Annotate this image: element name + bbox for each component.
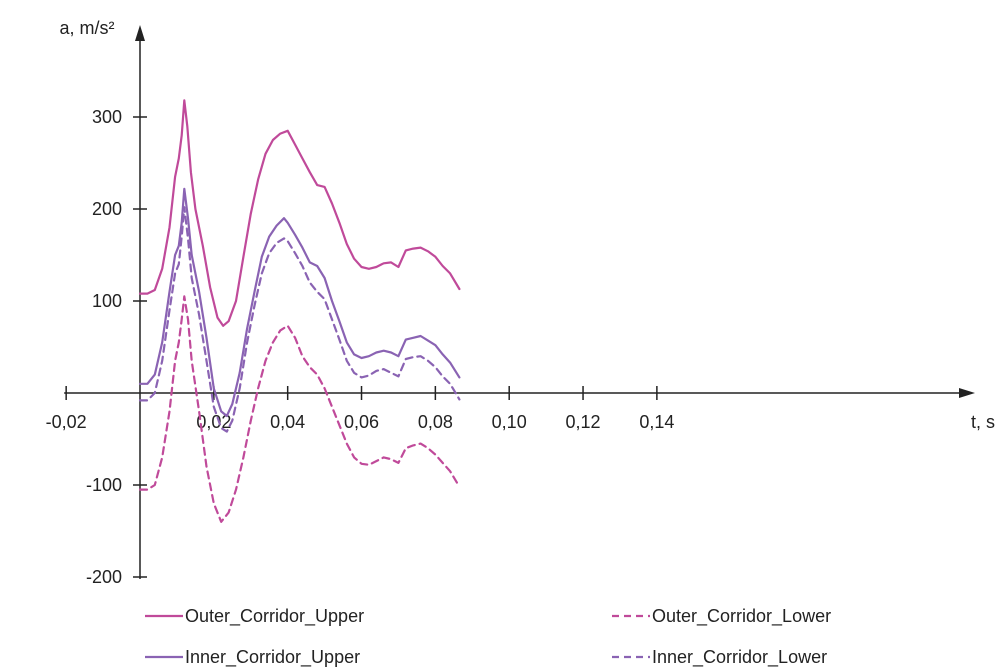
legend-label: Inner_Corridor_Upper <box>185 647 360 668</box>
series-line-inner-corridor-lower <box>138 206 461 433</box>
y-tick-label: 200 <box>92 199 122 219</box>
legend-item-outer-corridor-upper: Outer_Corridor_Upper <box>145 606 364 627</box>
legend-label: Inner_Corridor_Lower <box>652 647 827 668</box>
series-line-outer-corridor-upper <box>138 99 461 327</box>
legend-item-outer-corridor-lower: Outer_Corridor_Lower <box>612 606 831 627</box>
y-axis-arrow-icon <box>135 25 145 41</box>
x-tick-label: 0,02 <box>196 412 231 432</box>
axes: -0,02 0,02 0,04 0,06 0,08 0,10 0,12 0,14 -200 -1… <box>46 18 995 587</box>
x-tick-label: -0,02 <box>46 412 87 432</box>
x-axis-label: t, s <box>971 412 995 432</box>
y-tick-label: -200 <box>86 567 122 587</box>
series-lines <box>138 99 461 523</box>
legend-item-inner-corridor-lower: Inner_Corridor_Lower <box>612 647 827 668</box>
legend-label: Outer_Corridor_Lower <box>652 606 831 627</box>
x-tick-label: 0,14 <box>639 412 674 432</box>
legend-item-inner-corridor-upper: Inner_Corridor_Upper <box>145 647 360 668</box>
x-ticks: -0,02 0,02 0,04 0,06 0,08 0,10 0,12 0,14 <box>46 386 674 432</box>
y-tick-label: 300 <box>92 107 122 127</box>
y-ticks: -200 -100 100 200 300 <box>86 107 147 587</box>
y-axis-label: a, m/s² <box>59 18 114 38</box>
y-tick-label: -100 <box>86 475 122 495</box>
legend: Outer_Corridor_Upper Outer_Corridor_Lower… <box>145 606 831 668</box>
x-tick-label: 0,08 <box>418 412 453 432</box>
y-tick-label: 100 <box>92 291 122 311</box>
x-tick-label: 0,12 <box>566 412 601 432</box>
legend-label: Outer_Corridor_Upper <box>185 606 364 627</box>
series-line-inner-corridor-upper <box>138 187 461 418</box>
series-line-outer-corridor-lower <box>138 295 461 523</box>
x-tick-label: 0,04 <box>270 412 305 432</box>
x-tick-label: 0,06 <box>344 412 379 432</box>
x-tick-label: 0,10 <box>492 412 527 432</box>
x-axis-arrow-icon <box>959 388 975 398</box>
